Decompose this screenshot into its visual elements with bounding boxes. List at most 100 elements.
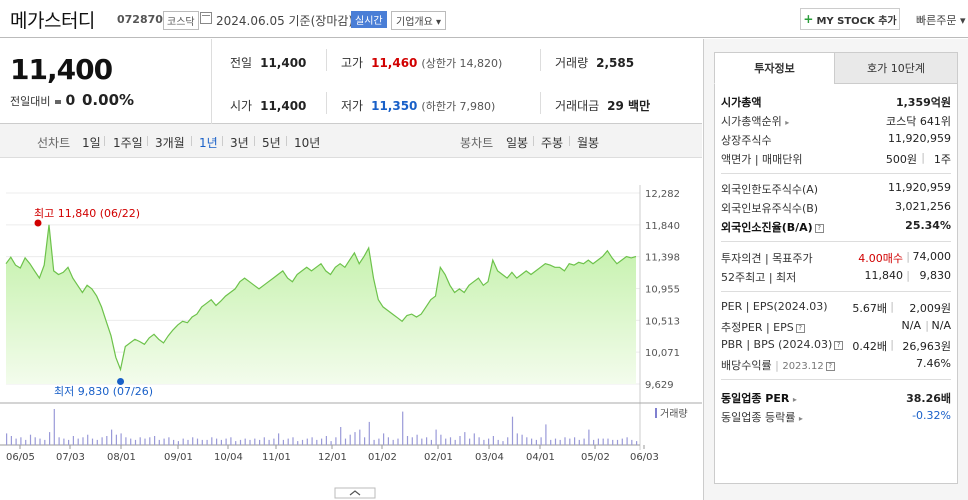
pbr-row: PBR | BPS (2024.03)? 0.42배 | 26,963원 <box>721 338 951 353</box>
my-stock-add-button[interactable]: + MY STOCK 추가 <box>800 8 900 30</box>
tab-1y[interactable]: 1년 <box>199 136 218 150</box>
volume-bar <box>511 416 514 445</box>
listed-shares-row: 상장주식수 11,920,959 <box>721 132 951 147</box>
volume-bar <box>378 438 380 445</box>
volume-bar <box>235 441 237 445</box>
company-overview-dropdown[interactable]: 기업개요 ▾ <box>391 11 446 30</box>
volume-bar <box>344 438 347 445</box>
divider <box>254 136 255 146</box>
realtime-button[interactable]: 실시간 <box>351 11 387 28</box>
divider <box>191 136 192 146</box>
change-value: 0 <box>65 93 76 109</box>
invest-info-panel: 투자정보 호가 10단계 시가총액 1,359억원 시가총액순위 ▸ 코스닥 6… <box>703 39 968 500</box>
volume-bar <box>111 429 113 445</box>
low-value: 11,350 <box>371 99 418 113</box>
volume-bar <box>383 433 385 445</box>
foreign-ratio-row: 외국인소진율(B/A)? 25.34% <box>721 219 951 234</box>
volume-bar <box>115 434 117 445</box>
tab-daily[interactable]: 일봉 <box>506 136 529 150</box>
volume-bar <box>325 436 327 445</box>
volume-bar <box>25 439 27 445</box>
volume-bar <box>82 437 84 445</box>
separator: | <box>906 250 910 263</box>
volume-bar <box>96 439 98 445</box>
x-tick-label: 12/01 <box>318 452 347 463</box>
opinion-row: 투자의견 | 목표주가 4.00매수 | 74,000 <box>721 250 951 265</box>
volume-bar <box>292 437 294 445</box>
volume-bar <box>535 439 537 445</box>
separator: | <box>906 269 910 282</box>
stock-header: 메가스터디 072870 코스닥 2024.06.05 기준(장마감) 실시간 … <box>0 0 968 38</box>
tab-1w[interactable]: 1주일 <box>113 136 143 150</box>
volume-bar <box>72 436 74 445</box>
caret-right-icon[interactable]: ▸ <box>792 395 797 404</box>
x-tick-label: 03/04 <box>475 452 504 463</box>
low-price: 저가 11,350 (하한가 7,980) <box>341 97 495 114</box>
volume-bar <box>569 438 571 445</box>
help-icon[interactable]: ? <box>795 323 805 333</box>
help-icon[interactable]: ? <box>814 223 824 233</box>
caret-right-icon[interactable]: ▸ <box>798 414 803 423</box>
tab-orderbook[interactable]: 호가 10단계 <box>834 52 958 84</box>
rank-value: 코스닥 641위 <box>886 115 951 128</box>
face-value-label: 액면가 | 매매단위 <box>721 153 803 166</box>
tab-invest-info[interactable]: 투자정보 <box>714 52 835 84</box>
market-badge: 코스닥 <box>163 11 199 30</box>
volume-bar <box>149 437 151 445</box>
divider <box>721 379 951 380</box>
tab-1d[interactable]: 1일 <box>82 136 101 150</box>
pbr-label: PBR | BPS (2024.03) <box>721 338 833 351</box>
volume-bar <box>263 437 265 445</box>
dividend-label: 배당수익률 <box>721 359 772 372</box>
volume-bar <box>607 438 609 445</box>
divider <box>540 92 541 114</box>
x-tick-label: 02/01 <box>424 452 453 463</box>
volume-bar <box>469 438 471 445</box>
volume-bar <box>278 433 280 445</box>
high-price: 고가 11,460 (상한가 14,820) <box>341 54 502 71</box>
tab-3y[interactable]: 3년 <box>230 136 249 150</box>
eps-value: 2,009원 <box>909 302 951 315</box>
help-icon[interactable]: ? <box>834 340 844 350</box>
volume-bar <box>416 434 418 445</box>
tab-5y[interactable]: 5년 <box>262 136 281 150</box>
divider <box>286 136 287 146</box>
volume-bar <box>430 439 432 445</box>
chevron-up-icon <box>349 490 361 496</box>
volume-bar <box>616 439 619 445</box>
volume-bar <box>225 438 227 445</box>
est-per-value: N/A <box>901 319 921 332</box>
volume-bar <box>588 429 590 445</box>
foreign-limit-label: 외국인한도주식수(A) <box>721 183 819 196</box>
collapse-chart-button[interactable] <box>334 487 376 499</box>
low-label: 저가 <box>341 99 364 113</box>
volume-bar <box>559 439 561 445</box>
volume-bar <box>445 438 447 445</box>
volume-bar <box>273 438 275 445</box>
volume-bar <box>578 439 580 445</box>
x-tick-label: 10/04 <box>214 452 243 463</box>
price-line <box>5 224 637 372</box>
tab-10y[interactable]: 10년 <box>294 136 321 150</box>
caret-right-icon[interactable]: ▸ <box>785 118 790 127</box>
volume-bar <box>239 439 242 445</box>
y-tick-label: 10,513 <box>645 316 680 327</box>
help-icon[interactable]: ? <box>825 361 835 371</box>
volume-bar <box>564 437 566 445</box>
low-annotation: 최저 9,830 (07/26) <box>54 385 153 398</box>
divider <box>222 136 223 146</box>
week52-high-value: 11,840 <box>864 269 904 282</box>
volume-bar <box>402 411 404 445</box>
tab-weekly[interactable]: 주봉 <box>541 136 564 150</box>
sector-per-label: 동일업종 PER <box>721 392 790 405</box>
est-eps-value: N/A <box>931 319 951 332</box>
volume-bar <box>421 438 423 445</box>
tab-monthly[interactable]: 월봉 <box>577 136 600 150</box>
volume-bar <box>196 438 199 445</box>
volume-bar <box>297 441 299 445</box>
tab-3m[interactable]: 3개월 <box>155 136 185 150</box>
sector-change-value: -0.32% <box>912 409 951 422</box>
volume-bar <box>631 439 633 445</box>
quick-order-dropdown[interactable]: 빠른주문 ▾ <box>916 14 966 27</box>
volume-bar <box>192 437 194 445</box>
